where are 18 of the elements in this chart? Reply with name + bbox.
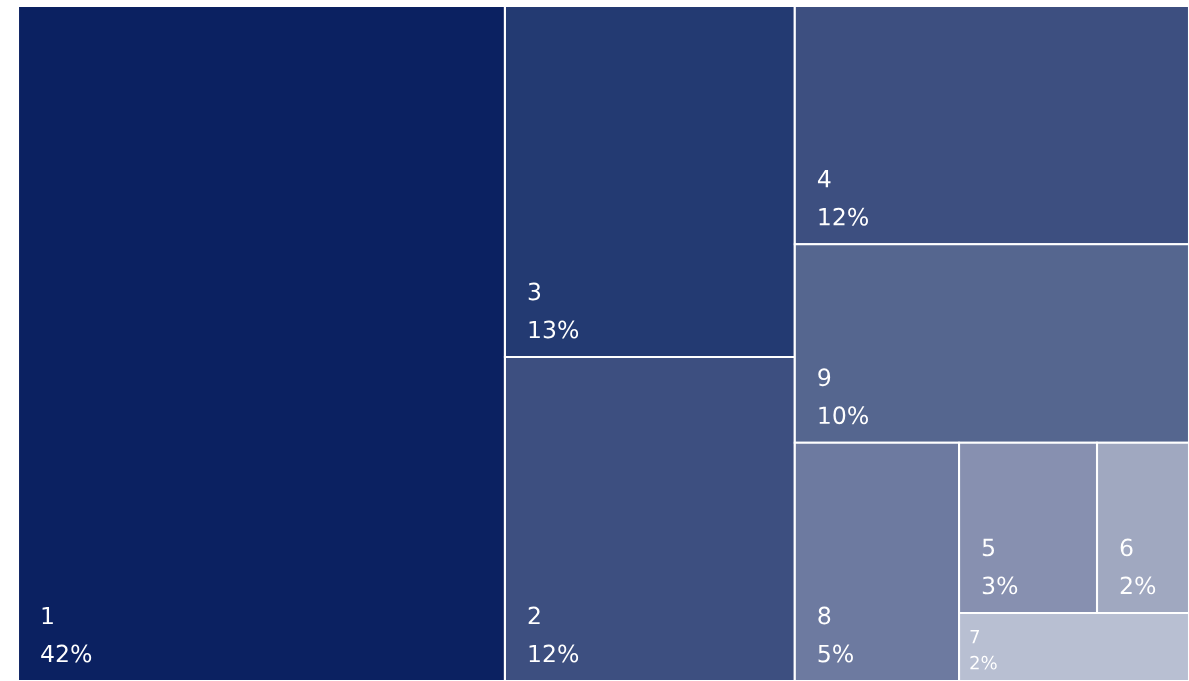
category-label: 5	[982, 538, 995, 557]
data-label: 42%	[41, 644, 92, 663]
category-label: 2	[528, 606, 540, 625]
category-label: 1	[42, 606, 53, 625]
category-label: 6	[1120, 538, 1133, 557]
category-label: 4	[817, 170, 831, 188]
data-label: 2%	[970, 655, 997, 670]
data-label: 3%	[982, 576, 1018, 595]
data-label: 12%	[819, 207, 868, 226]
data-label: 13%	[529, 320, 579, 339]
category-label: 8	[818, 606, 831, 625]
category-label: 3	[528, 282, 541, 301]
category-label: 9	[818, 368, 831, 387]
data-label: 10%	[819, 406, 868, 425]
data-label: 2%	[1120, 576, 1156, 595]
data-label: 5%	[818, 644, 853, 663]
category-label: 7	[970, 630, 979, 644]
data-label: 12%	[529, 644, 579, 663]
